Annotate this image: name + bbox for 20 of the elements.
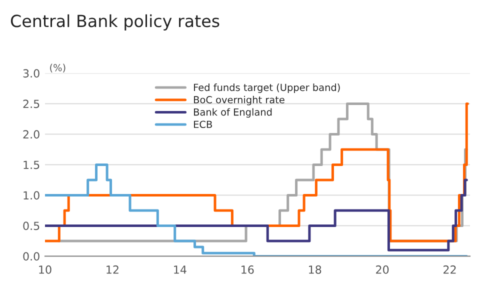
x-tick-label: 14 (174, 266, 186, 274)
y-axis-title: (%) (50, 64, 66, 72)
x-tick-label: 16 (242, 265, 254, 274)
y-tick-label: 1.5 (24, 160, 40, 170)
y-tick-label: 2.0 (23, 130, 40, 139)
legend-label: BoC overnight rate (194, 96, 284, 106)
chart-title: Central Bank policy rates (10, 14, 220, 30)
y-tick-label: 2.5 (23, 100, 40, 108)
legend-label: ECB (194, 120, 212, 128)
y-tick-label: 0.5 (23, 222, 40, 230)
x-tick-label: 10 (39, 265, 52, 274)
x-tick-label: 18 (308, 265, 322, 274)
legend-label: Fed funds target (Upper band) (194, 84, 340, 93)
x-tick-label: 12 (106, 265, 118, 274)
x-tick-label: 20 (376, 265, 389, 274)
legend-label: Bank of England (194, 108, 272, 118)
y-tick-label: 3.0 (23, 69, 40, 78)
y-tick-label: 1.0 (24, 191, 40, 200)
y-tick-label: 0.0 (23, 252, 40, 261)
x-tick-label: 22 (444, 265, 456, 274)
